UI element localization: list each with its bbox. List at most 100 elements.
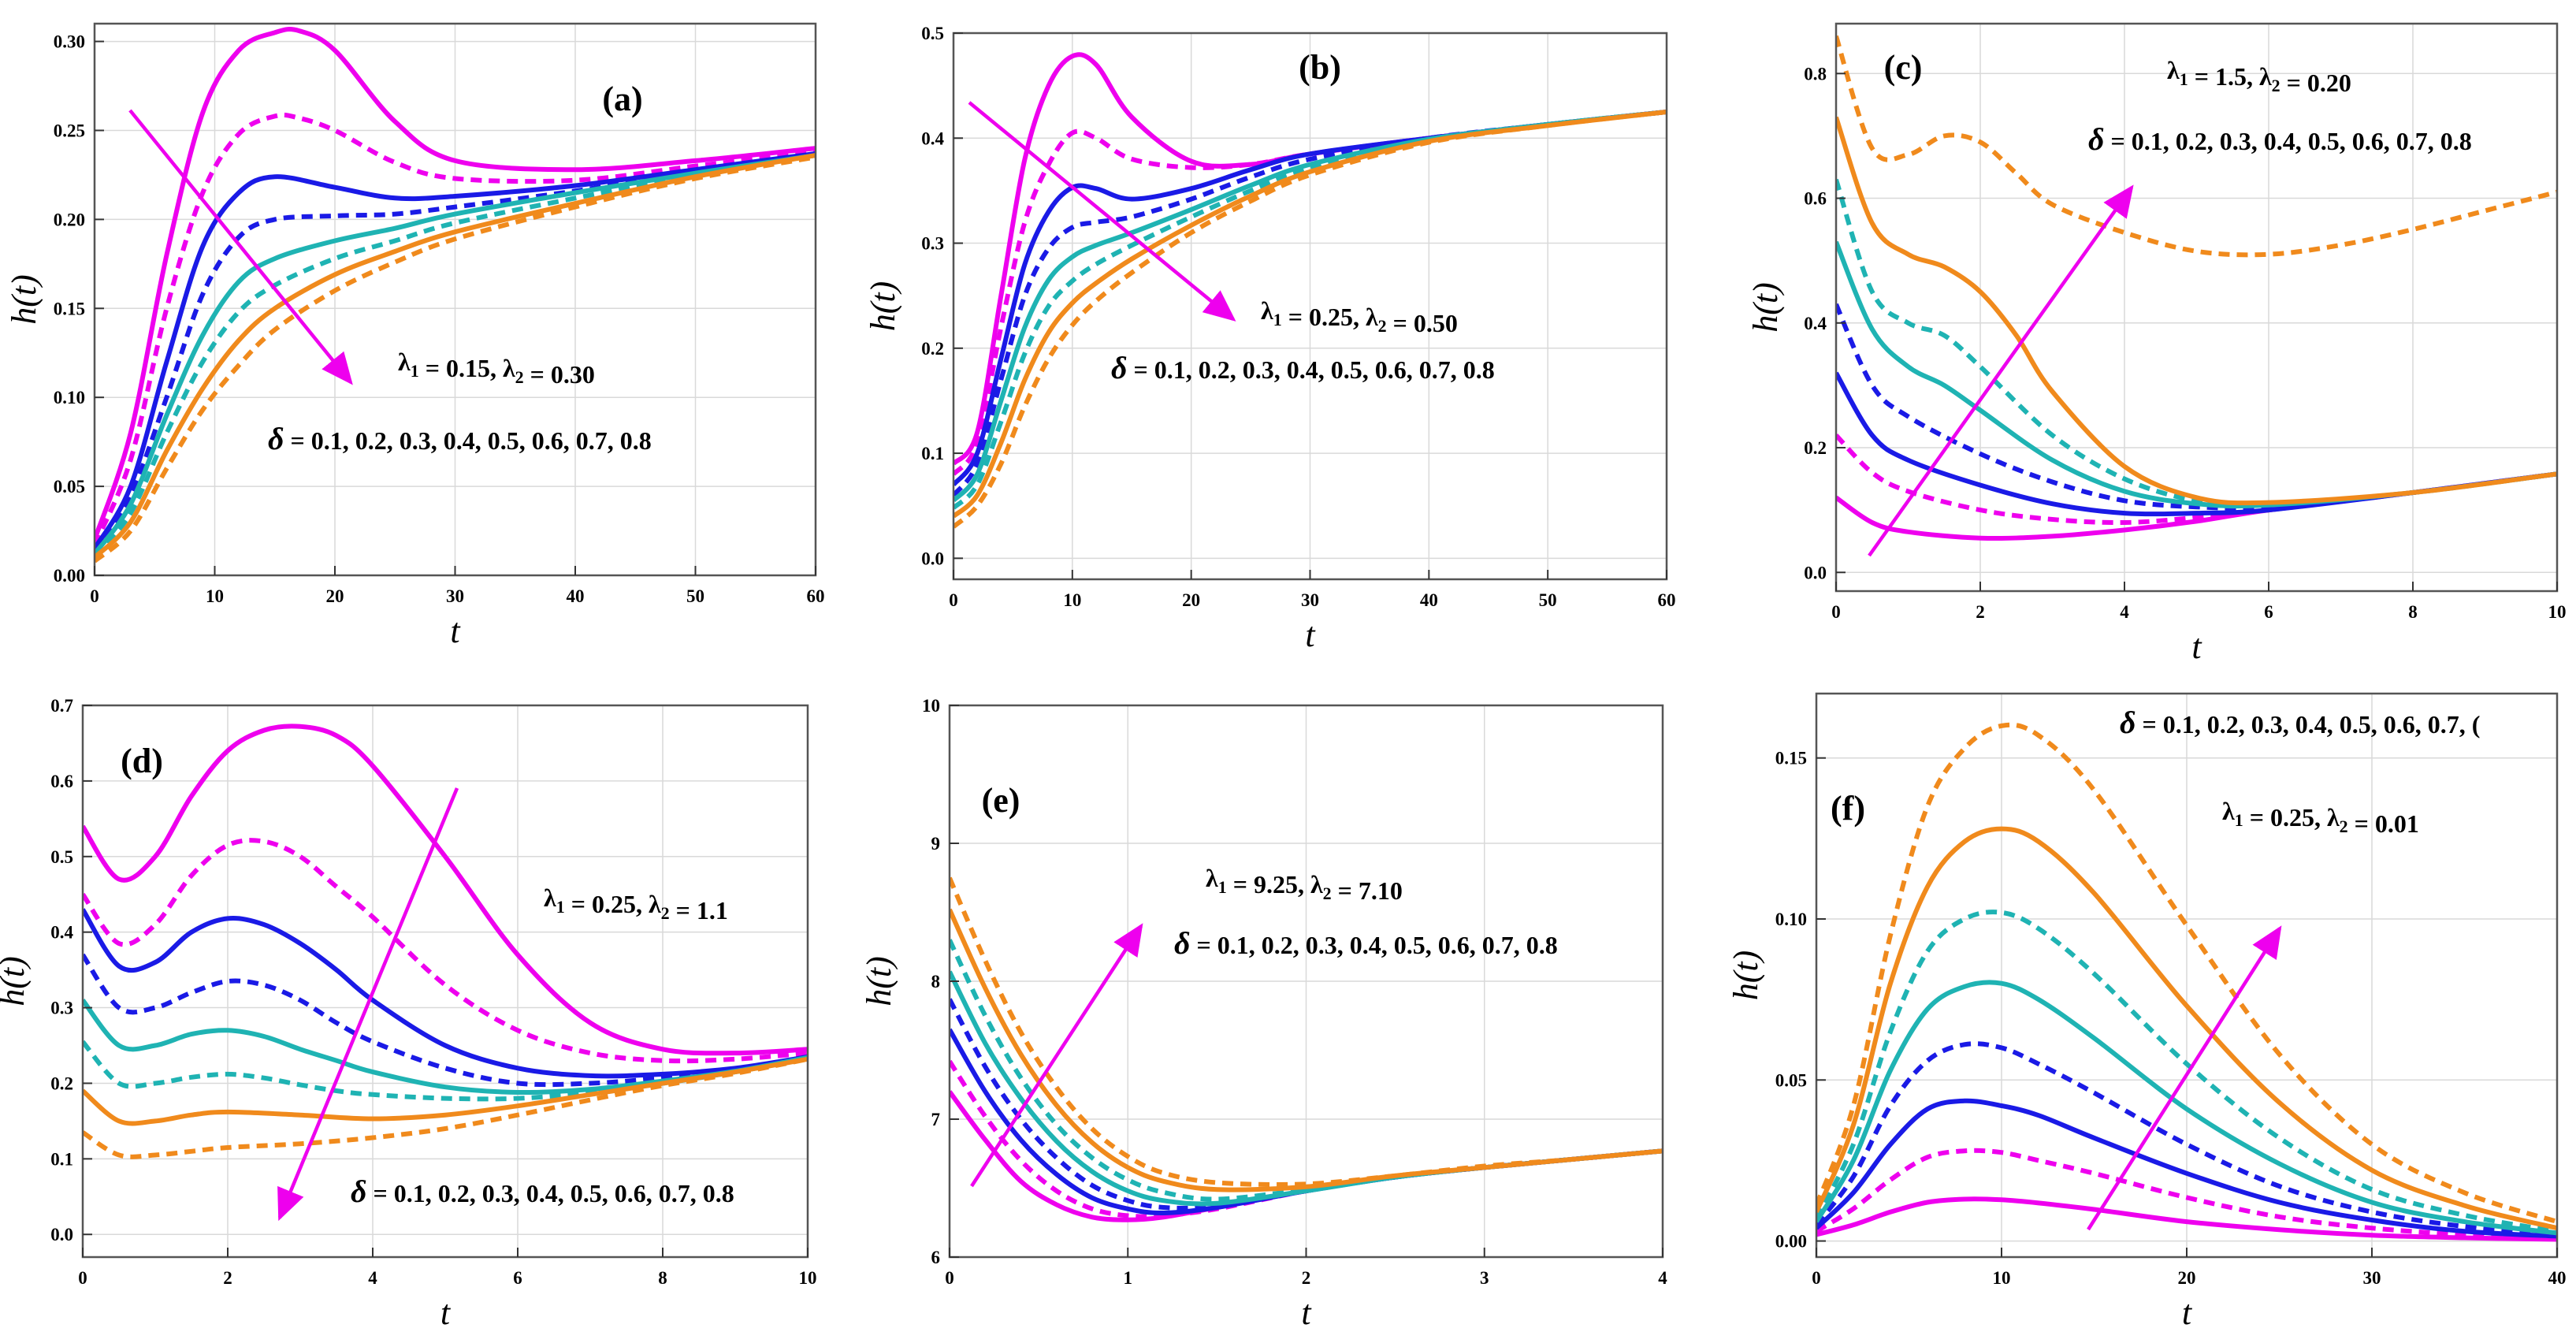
x-tick-label: 60 xyxy=(807,586,825,606)
trend-arrow xyxy=(968,101,1236,322)
series-line-orange-dashed xyxy=(950,876,1663,1187)
x-tick-label: 8 xyxy=(2408,602,2418,622)
series-line-blue-dashed xyxy=(83,953,808,1088)
x-tick-label: 4 xyxy=(2120,602,2129,622)
trend-arrow xyxy=(2087,925,2282,1231)
x-tick-label: 1 xyxy=(1124,1268,1133,1288)
y-axis-label: h(t) xyxy=(5,274,43,325)
x-tick-label: 30 xyxy=(446,586,464,606)
y-tick-label: 0.4 xyxy=(1804,314,1827,333)
series-line-blue-solid xyxy=(1816,1098,2557,1239)
x-axis-label: t xyxy=(450,612,461,650)
x-tick-label: 40 xyxy=(2548,1268,2567,1288)
x-tick-label: 10 xyxy=(1993,1268,2011,1288)
y-tick-label: 0.2 xyxy=(50,1073,73,1093)
series-line-orange-solid xyxy=(95,153,816,560)
y-tick-label: 0.2 xyxy=(921,339,944,359)
x-tick-label: 0 xyxy=(1812,1268,1821,1288)
lambda-annotation: λ1 = 9.25, λ2 = 7.10 xyxy=(1206,864,1403,905)
delta-annotation: δ = 0.1, 0.2, 0.3, 0.4, 0.5, 0.6, 0.7, 0… xyxy=(351,1174,734,1209)
series-line-orange-dashed xyxy=(1816,722,2557,1224)
x-tick-label: 20 xyxy=(2178,1268,2196,1288)
series-line-orange-solid xyxy=(1816,826,2557,1231)
series-line-orange-solid xyxy=(83,1056,808,1126)
chart-panel-e: 0 1 2 3 4 6 7 8 9 10 t h(t) (e) λ1 = 9.25, λ2 = 7.10 δ… xyxy=(860,696,1667,1332)
lambda-annotation: λ1 = 0.15, λ2 = 0.30 xyxy=(398,348,595,389)
y-tick-label: 0.10 xyxy=(1775,910,1807,929)
x-tick-label: 40 xyxy=(1420,590,1438,610)
trend-arrow xyxy=(1868,184,2134,557)
chart-panel-a: 0 10 20 30 40 50 60 0.00 0.05 0.10 0.15 0.20 0.25 0.3… xyxy=(5,22,825,650)
x-tick-label: 10 xyxy=(799,1268,817,1288)
x-tick-label: 30 xyxy=(1301,590,1319,610)
y-axis-label: h(t) xyxy=(1746,282,1785,333)
series-line-magenta-dashed xyxy=(1816,1148,2557,1241)
y-tick-label: 0.5 xyxy=(50,847,73,867)
x-tick-label: 0 xyxy=(945,1268,954,1288)
x-axis-label: t xyxy=(1305,616,1316,654)
series-line-orange-dashed xyxy=(953,110,1667,529)
x-tick-label: 4 xyxy=(368,1268,377,1288)
panel-label: (b) xyxy=(1299,48,1341,87)
lambda-annotation: λ1 = 0.25, λ2 = 0.01 xyxy=(2222,797,2419,838)
delta-annotation: δ = 0.1, 0.2, 0.3, 0.4, 0.5, 0.6, 0.7, 0… xyxy=(2088,121,2472,157)
trend-arrow xyxy=(277,787,459,1222)
series-line-blue-solid xyxy=(83,908,808,1079)
y-tick-label: 0.1 xyxy=(921,444,944,463)
y-tick-label: 0.1 xyxy=(50,1149,73,1169)
x-tick-label: 3 xyxy=(1480,1268,1489,1288)
y-tick-label: 0.3 xyxy=(50,999,73,1018)
x-tick-label: 10 xyxy=(1063,590,1081,610)
x-tick-label: 10 xyxy=(206,586,224,606)
chart-panel-c: 0 2 4 6 8 10 0.0 0.2 0.4 0.6 0.8 t h(t) (c) λ1 = 1.5, … xyxy=(1746,22,2567,666)
lambda-annotation: λ1 = 1.5, λ2 = 0.20 xyxy=(2167,56,2351,97)
lambda-annotation: λ1 = 0.25, λ2 = 1.1 xyxy=(544,884,728,924)
series-line-blue-solid xyxy=(95,151,816,550)
y-tick-label: 8 xyxy=(931,972,941,991)
x-tick-label: 50 xyxy=(686,586,704,606)
y-tick-label: 0.25 xyxy=(54,121,85,140)
plot-frame xyxy=(81,704,809,1259)
y-tick-label: 10 xyxy=(922,696,940,716)
panel-label: (f) xyxy=(1831,789,1865,828)
delta-annotation: δ = 0.1, 0.2, 0.3, 0.4, 0.5, 0.6, 0.7, 0… xyxy=(1174,925,1558,961)
y-tick-label: 7 xyxy=(931,1110,941,1129)
y-tick-label: 0.05 xyxy=(54,477,85,497)
x-tick-label: 2 xyxy=(1302,1268,1311,1288)
y-tick-label: 0.4 xyxy=(50,923,73,943)
y-tick-label: 0.15 xyxy=(54,299,85,318)
panel-label: (e) xyxy=(982,781,1020,820)
y-tick-label: 0.15 xyxy=(1775,749,1807,768)
lambda-annotation: λ1 = 0.25, λ2 = 0.50 xyxy=(1261,296,1458,337)
x-tick-label: 6 xyxy=(2264,602,2273,622)
chart-panel-b: 0 10 20 30 40 50 60 0.0 0.1 0.2 0.3 0.4 0.5 t h(t) (b) λ… xyxy=(864,24,1676,654)
panel-label: (d) xyxy=(121,742,163,780)
y-tick-label: 0.6 xyxy=(50,772,73,791)
x-axis-label: t xyxy=(1301,1293,1312,1332)
y-tick-label: 0.0 xyxy=(50,1225,73,1244)
y-tick-label: 0.10 xyxy=(54,388,85,407)
series-line-magenta-solid xyxy=(83,724,808,1056)
y-tick-label: 0.5 xyxy=(921,24,944,43)
series-line-cyan-solid xyxy=(1836,240,2557,509)
x-tick-label: 6 xyxy=(513,1268,522,1288)
series-line-blue-dashed xyxy=(1816,1041,2557,1237)
y-tick-label: 6 xyxy=(931,1248,941,1267)
x-tick-label: 0 xyxy=(949,590,958,610)
y-tick-label: 0.05 xyxy=(1775,1070,1807,1090)
x-tick-label: 20 xyxy=(326,586,344,606)
y-tick-label: 9 xyxy=(931,834,941,854)
y-tick-label: 0.30 xyxy=(54,32,85,52)
y-axis-label: h(t) xyxy=(0,956,32,1006)
y-tick-label: 0.7 xyxy=(50,696,73,716)
series-line-cyan-dashed xyxy=(1836,178,2557,508)
x-tick-label: 4 xyxy=(1658,1268,1667,1288)
series-line-orange-dashed xyxy=(95,154,816,564)
series-line-magenta-solid xyxy=(95,27,816,541)
series-line-magenta-dashed xyxy=(95,112,816,546)
x-tick-label: 10 xyxy=(2548,602,2567,622)
x-tick-label: 8 xyxy=(658,1268,667,1288)
trend-arrow xyxy=(128,109,353,385)
delta-annotation: δ = 0.1, 0.2, 0.3, 0.4, 0.5, 0.6, 0.7, 0… xyxy=(268,421,652,456)
x-tick-label: 2 xyxy=(1976,602,1985,622)
